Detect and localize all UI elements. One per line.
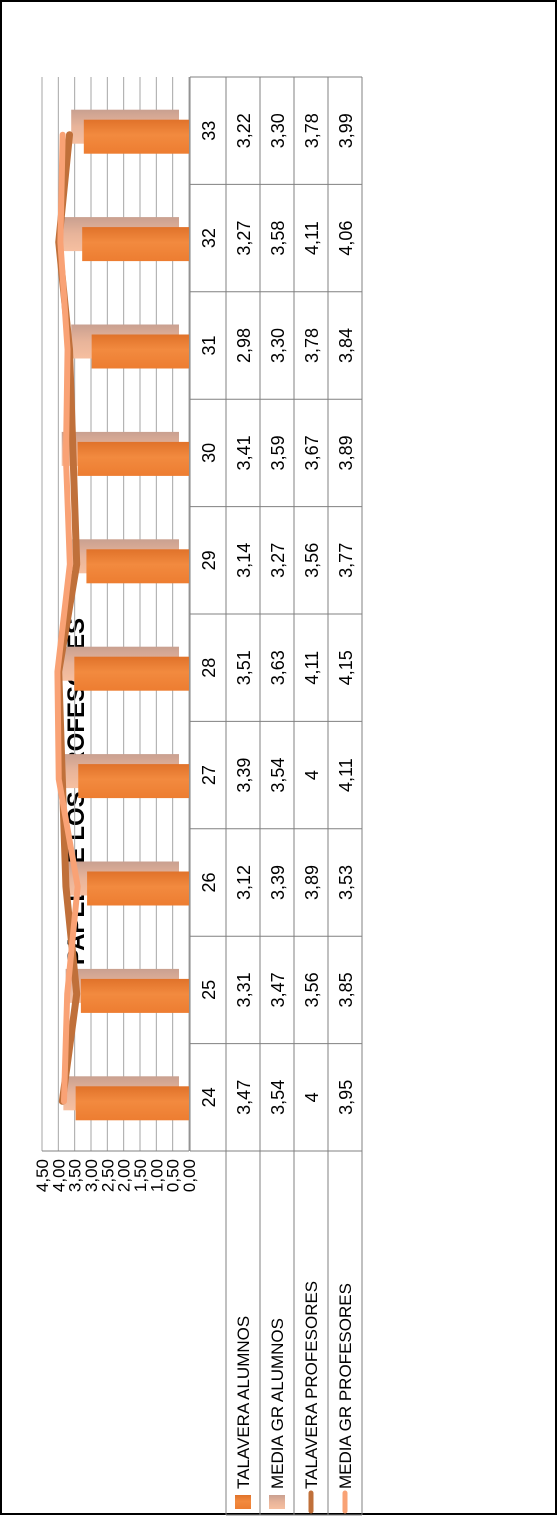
y-tick-label: 4,50	[33, 1159, 52, 1192]
y-tick-label: 1,00	[147, 1159, 166, 1192]
data-table-value: 3,51	[234, 650, 254, 685]
data-table-value: 4,11	[302, 651, 322, 685]
data-table-value: 3,56	[302, 972, 322, 1007]
y-tick-label: 1,50	[131, 1159, 150, 1192]
category-label: 26	[199, 872, 219, 892]
data-table-value: 4,11	[302, 221, 322, 255]
bar-talavera-alumnos	[74, 656, 189, 691]
data-table-value: 3,85	[336, 972, 356, 1007]
data-table-value: 3,47	[234, 1080, 254, 1115]
data-table-value: 3,89	[336, 435, 356, 470]
legend-label: MEDIA GR PROFESORES	[336, 1283, 355, 1489]
category-label: 30	[199, 443, 219, 463]
data-table-value: 3,39	[268, 865, 288, 900]
lines	[54, 131, 81, 1105]
data-table-value: 3,30	[268, 328, 288, 363]
data-table-value: 3,63	[268, 650, 288, 685]
category-label: 25	[199, 980, 219, 1000]
data-table-value: 3,39	[234, 758, 254, 793]
line-media-gr-profesores	[54, 131, 81, 1105]
data-table-value: 3,58	[268, 221, 288, 256]
data-table-value: 3,54	[268, 758, 288, 793]
data-table-value: 3,54	[268, 1080, 288, 1115]
data-table-value: 3,99	[336, 113, 356, 148]
y-tick-label: 4,00	[49, 1159, 68, 1192]
bar-talavera-alumnos	[75, 1086, 189, 1121]
bar-talavera-alumnos	[87, 871, 189, 906]
data-table-value: 3,27	[268, 543, 288, 578]
data-table-value: 4,06	[336, 221, 356, 256]
y-tick-label: 0,00	[180, 1159, 199, 1192]
data-table-value: 3,41	[234, 435, 254, 470]
category-label: 29	[199, 550, 219, 570]
category-label: 28	[199, 658, 219, 678]
data-table-value: 3,30	[268, 113, 288, 148]
data-table-value: 3,77	[336, 543, 356, 578]
y-tick-label: 0,50	[164, 1159, 183, 1192]
legend-label: TALAVERA ALUMNOS	[234, 1316, 253, 1489]
data-table-value: 3,95	[336, 1080, 356, 1115]
bar-talavera-alumnos	[83, 119, 189, 154]
y-tick-label: 3,50	[66, 1159, 85, 1192]
bar-talavera-alumnos	[77, 441, 189, 476]
y-tick-label: 2,00	[115, 1159, 134, 1192]
y-tick-label: 3,00	[82, 1159, 101, 1192]
bars	[60, 109, 189, 1121]
data-table-value: 3,84	[336, 328, 356, 363]
category-label: 33	[199, 121, 219, 141]
data-table-value: 4	[302, 770, 322, 780]
legend-label: MEDIA GR ALUMNOS	[268, 1318, 287, 1489]
data-table-value: 3,14	[234, 543, 254, 578]
legend-key-talavera-alumnos	[235, 1495, 251, 1509]
legend-key-media-gr-alumnos	[269, 1495, 285, 1509]
bar-talavera-alumnos	[78, 764, 189, 799]
data-table-value: 3,53	[336, 865, 356, 900]
bar-talavera-alumnos	[86, 549, 189, 584]
data-table-value: 3,31	[234, 972, 254, 1007]
data-table-value: 2,98	[234, 328, 254, 363]
data-table-value: 4,11	[336, 758, 356, 792]
data-table-value: 3,12	[234, 865, 254, 900]
legend-label: TALAVERA PROFESORES	[302, 1281, 321, 1489]
data-table-value: 3,78	[302, 328, 322, 363]
data-table-value: 4,15	[336, 650, 356, 685]
data-table-value: 3,89	[302, 865, 322, 900]
data-table-value: 3,27	[234, 221, 254, 256]
category-label: 24	[199, 1087, 219, 1107]
data-table: 24 25 26 27 28 29 30 31 32 33 TALAVERA ALUMNOS 3,47…	[189, 76, 363, 1516]
data-table-value: 3,22	[234, 113, 254, 148]
data-table-value: 3,67	[302, 435, 322, 470]
data-table-value: 3,47	[268, 972, 288, 1007]
category-label: 31	[199, 335, 219, 355]
data-table-value: 3,78	[302, 113, 322, 148]
y-tick-label: 2,50	[98, 1159, 117, 1192]
category-label: 27	[199, 765, 219, 785]
data-table-value: 4	[302, 1092, 322, 1102]
value-axis: 0,000,501,001,502,002,503,003,504,004,50	[33, 1150, 199, 1192]
data-table-value: 3,56	[302, 543, 322, 578]
bar-talavera-alumnos	[80, 978, 189, 1013]
bar-talavera-alumnos	[91, 334, 189, 369]
data-table-value: 3,59	[268, 435, 288, 470]
category-label: 32	[199, 228, 219, 248]
bar-talavera-alumnos	[82, 227, 189, 262]
